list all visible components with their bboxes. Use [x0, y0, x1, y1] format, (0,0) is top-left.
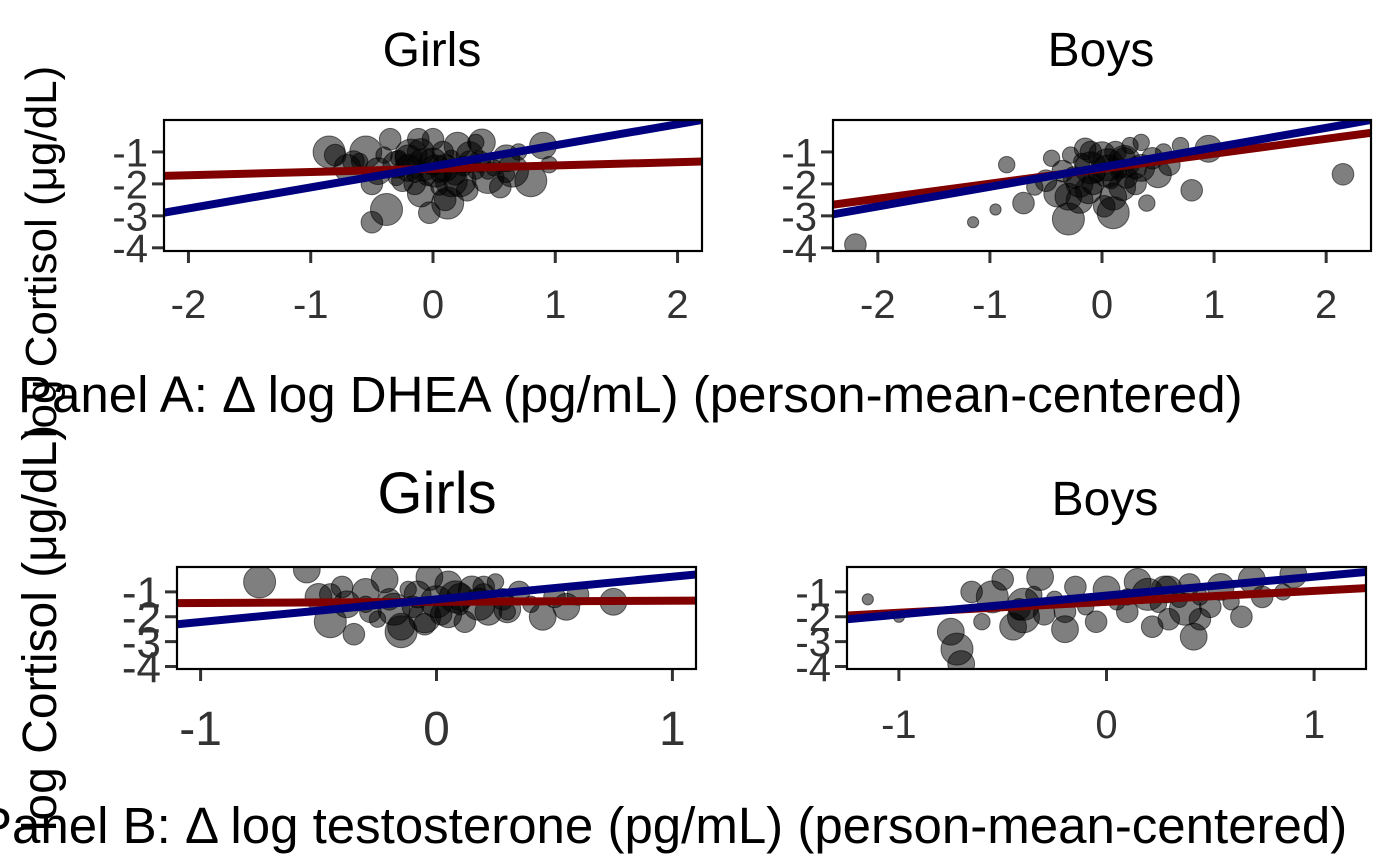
scatter-point	[1331, 163, 1355, 186]
scatter-point	[1188, 607, 1212, 631]
y-axis-title-panel-b: log Cortisol (μg/dL)	[14, 425, 67, 831]
regression-line-blue	[177, 570, 696, 629]
scatter-point	[1138, 194, 1156, 212]
x-axis-title-panel-b: Panel B: Δ log testosterone (pg/mL) (per…	[0, 797, 1347, 854]
x-axis-title-panel-a: Panel A: Δ log DHEA (pg/mL) (person-mean…	[18, 366, 1243, 423]
x-tick-label: 2	[666, 283, 688, 327]
scatter-point	[1084, 610, 1108, 634]
scatter-point	[498, 603, 516, 621]
scatter-point	[421, 127, 445, 151]
y-tick-label: -3	[122, 618, 161, 667]
x-tick-label: -1	[179, 703, 222, 756]
x-tick-label: -2	[171, 283, 207, 327]
scatter-point	[1230, 605, 1253, 629]
marks-group	[164, 120, 702, 234]
x-tick-label: 1	[1303, 703, 1325, 747]
panel-b-girls: Girls -1 0 1-1-2-3-4	[122, 461, 698, 756]
x-tick-label: -1	[972, 283, 1008, 327]
panel-frame-b-girls	[175, 565, 698, 671]
y-axis-title-panel-a: log Cortisol (μg/dL)	[17, 66, 66, 439]
panel-b-boys: Boys -1 0 1-1-2-3-4	[795, 473, 1368, 747]
marks-group	[833, 120, 1371, 251]
plot-area-a-boys: -2 -1 0 1 2-1-2-3-4	[781, 120, 1371, 327]
y-tick-label: -3	[795, 621, 831, 665]
scatter-point	[378, 127, 402, 151]
y-tick-label: -2	[122, 594, 161, 643]
scatter-point	[384, 615, 418, 649]
x-tick-label: 0	[1091, 283, 1113, 327]
scatter-point	[243, 567, 277, 599]
scatter-point	[370, 567, 399, 594]
panel-frame-b-boys	[845, 565, 1368, 671]
y-tick-label: -3	[112, 195, 148, 239]
marks-group	[847, 567, 1366, 669]
scatter-point	[861, 593, 874, 606]
scatter-point	[1180, 179, 1203, 202]
scatter-point	[1026, 567, 1054, 591]
scatter-point	[844, 233, 867, 251]
panel-frame-a-girls	[162, 118, 704, 253]
x-tick-label: 0	[1095, 703, 1117, 747]
y-tick-label: -4	[122, 643, 161, 692]
y-tick-label: -2	[795, 596, 831, 640]
y-tick-label: -2	[112, 163, 148, 207]
scatter-point	[967, 216, 980, 229]
facet-title-b-boys: Boys	[1052, 473, 1159, 526]
x-tick-label: 0	[422, 283, 444, 327]
scatter-point	[991, 568, 1015, 591]
regression-line-blue	[847, 567, 1366, 624]
facet-title-a-boys: Boys	[1048, 24, 1155, 77]
scatter-point	[998, 156, 1016, 174]
scatter-point	[973, 613, 991, 631]
plot-area-b-boys: -1 0 1-1-2-3-4	[795, 567, 1366, 747]
x-tick-label: 2	[1315, 283, 1337, 327]
scatter-point	[1079, 140, 1103, 164]
y-tick-label: -2	[781, 163, 817, 207]
scatter-point	[947, 650, 976, 669]
scatter-point	[1096, 196, 1130, 230]
x-tick-label: -2	[860, 283, 896, 327]
y-tick-label: -4	[795, 646, 831, 690]
regression-line-blue	[833, 120, 1371, 219]
scatter-point	[1012, 191, 1035, 215]
regression-line-blue	[164, 120, 702, 217]
marks-group	[177, 567, 696, 649]
x-tick-label: 1	[1203, 283, 1225, 327]
y-tick-label: -1	[112, 131, 148, 175]
x-tick-label: 0	[423, 703, 450, 756]
panel-a-boys: Boys -2 -1 0 1 2-1-2-3-4	[781, 24, 1373, 327]
scatter-point	[1132, 133, 1150, 152]
x-tick-label: -1	[881, 703, 917, 747]
scatter-point	[292, 567, 321, 584]
y-tick-label: -1	[122, 569, 161, 618]
x-tick-label: 1	[544, 283, 566, 327]
panel-frame-a-boys	[831, 118, 1373, 253]
panel-a-girls: Girls -2 -1 0 1 2-1-2-3-4	[112, 24, 704, 327]
y-tick-label: -4	[112, 227, 148, 271]
scatter-point	[403, 172, 427, 196]
scatter-point	[342, 622, 366, 646]
plot-area-b-girls: -1 0 1-1-2-3-4	[122, 567, 696, 756]
y-tick-label: -1	[795, 571, 831, 615]
y-tick-label: -4	[781, 227, 817, 271]
plot-area-a-girls: -2 -1 0 1 2-1-2-3-4	[112, 120, 702, 327]
x-tick-label: 1	[659, 703, 686, 756]
scatter-point	[413, 612, 437, 636]
facet-title-b-girls: Girls	[377, 461, 496, 526]
y-tick-label: -3	[781, 195, 817, 239]
scatter-point	[433, 188, 457, 212]
scatter-point	[989, 203, 1002, 216]
scatter-point	[467, 133, 485, 152]
facet-title-a-girls: Girls	[383, 24, 482, 77]
scatter-point	[370, 193, 403, 226]
x-tick-label: -1	[293, 283, 329, 327]
y-tick-label: -1	[781, 131, 817, 175]
